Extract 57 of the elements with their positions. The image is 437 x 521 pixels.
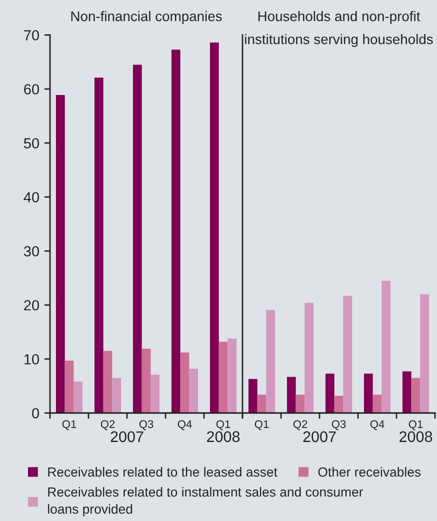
legend-label: Receivables related to the leased asset [48, 467, 278, 477]
text: 2008 [207, 431, 240, 442]
bar [218, 342, 228, 413]
bar [171, 50, 180, 413]
text: 2007 [303, 431, 336, 442]
bar [296, 394, 305, 413]
bar [228, 338, 237, 413]
x-tick-label: Q2 [100, 420, 115, 430]
bar [343, 296, 352, 413]
bar [56, 94, 65, 413]
bar [74, 382, 83, 413]
bar [257, 394, 266, 413]
bar [189, 368, 198, 413]
y-tick-label: 70 [24, 30, 40, 40]
bar [210, 42, 219, 413]
bar [180, 352, 190, 413]
y-tick-label: 30 [24, 246, 40, 256]
x-tick-label: Q4 [370, 420, 384, 430]
y-tick-label: 60 [24, 84, 40, 94]
bar [402, 371, 412, 413]
bar [382, 280, 391, 413]
x-tick-label: Q1 [62, 420, 76, 430]
bar [325, 374, 334, 413]
bar [142, 348, 151, 413]
bar [420, 294, 430, 413]
bar [411, 378, 420, 413]
bar [266, 310, 276, 413]
bar [372, 394, 382, 413]
text: 2007 [110, 431, 144, 442]
x-tick-label: Q4 [178, 420, 192, 430]
text: 2008 [400, 431, 432, 442]
x-tick-label: Q2 [293, 420, 308, 430]
y-tick-label: 50 [24, 138, 40, 148]
legend-label: Receivables related to instalment sales and consumer loans provided [48, 487, 364, 516]
y-tick-label: 20 [24, 300, 40, 310]
x-tick-label: Q1 [254, 420, 269, 430]
y-tick-label: 0 [32, 408, 40, 418]
bar [248, 378, 258, 413]
x-tick-label: Q1 [408, 420, 423, 430]
bar [304, 302, 314, 413]
chart-title: Households and non-profit institutions serving households [245, 11, 433, 47]
bar [112, 378, 122, 413]
y-tick-label: 10 [24, 354, 40, 364]
bar [132, 64, 142, 413]
bar [334, 396, 344, 413]
y-tick-label: 40 [24, 192, 40, 202]
x-tick-label: Q1 [216, 420, 230, 430]
chart-title: Non-financial companies [71, 11, 222, 24]
bar [64, 360, 74, 413]
bar [364, 374, 373, 413]
x-tick-label: Q3 [332, 420, 346, 430]
x-tick-label: Q3 [139, 420, 154, 430]
bar [103, 350, 112, 413]
legend-label: Other receivables [318, 467, 421, 477]
bar [150, 374, 160, 413]
bar [286, 376, 296, 413]
bar [94, 78, 104, 413]
